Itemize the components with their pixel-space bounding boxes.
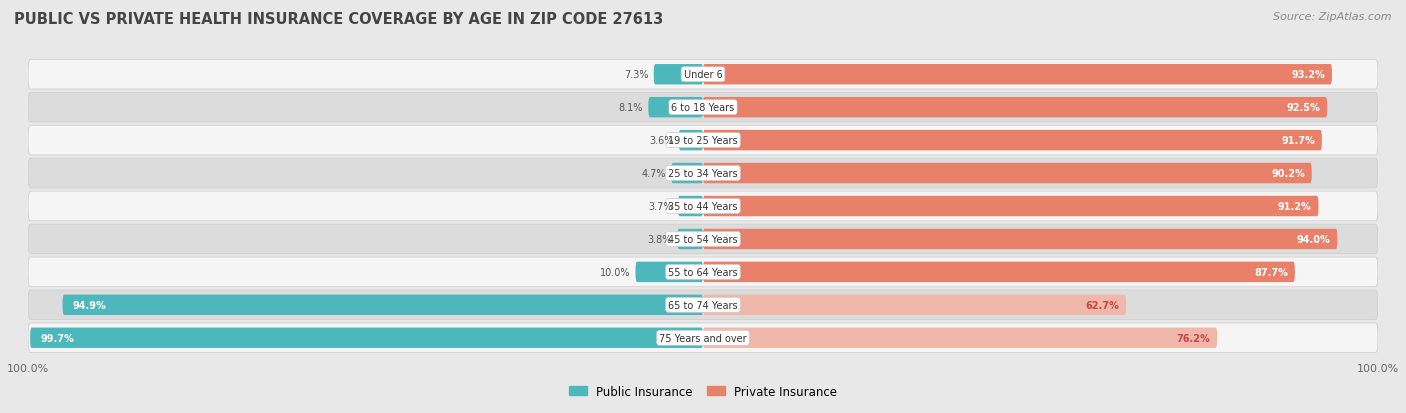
FancyBboxPatch shape [28,60,1378,90]
FancyBboxPatch shape [678,196,703,217]
Text: 35 to 44 Years: 35 to 44 Years [668,202,738,211]
Text: 94.9%: 94.9% [73,300,107,310]
FancyBboxPatch shape [703,295,1126,315]
Text: 10.0%: 10.0% [599,267,630,277]
Text: 19 to 25 Years: 19 to 25 Years [668,136,738,146]
Text: 3.7%: 3.7% [648,202,672,211]
Text: 55 to 64 Years: 55 to 64 Years [668,267,738,277]
Text: 7.3%: 7.3% [624,70,648,80]
FancyBboxPatch shape [28,323,1378,353]
FancyBboxPatch shape [30,328,703,348]
FancyBboxPatch shape [678,229,703,249]
Text: 6 to 18 Years: 6 to 18 Years [672,103,734,113]
FancyBboxPatch shape [703,229,1337,249]
FancyBboxPatch shape [671,164,703,184]
FancyBboxPatch shape [636,262,703,282]
Text: 76.2%: 76.2% [1177,333,1211,343]
Legend: Public Insurance, Private Insurance: Public Insurance, Private Insurance [564,380,842,402]
FancyBboxPatch shape [28,225,1378,254]
FancyBboxPatch shape [679,131,703,151]
FancyBboxPatch shape [28,126,1378,156]
Text: 65 to 74 Years: 65 to 74 Years [668,300,738,310]
Text: Source: ZipAtlas.com: Source: ZipAtlas.com [1274,12,1392,22]
Text: 90.2%: 90.2% [1271,169,1305,179]
Text: 92.5%: 92.5% [1286,103,1320,113]
FancyBboxPatch shape [703,196,1319,217]
Text: 91.7%: 91.7% [1281,136,1315,146]
FancyBboxPatch shape [703,131,1322,151]
Text: Under 6: Under 6 [683,70,723,80]
FancyBboxPatch shape [28,290,1378,320]
Text: 75 Years and over: 75 Years and over [659,333,747,343]
Text: 99.7%: 99.7% [41,333,75,343]
Text: 94.0%: 94.0% [1296,234,1330,244]
FancyBboxPatch shape [703,328,1218,348]
Text: 45 to 54 Years: 45 to 54 Years [668,234,738,244]
FancyBboxPatch shape [648,98,703,118]
FancyBboxPatch shape [62,295,703,315]
FancyBboxPatch shape [28,93,1378,123]
Text: 25 to 34 Years: 25 to 34 Years [668,169,738,179]
Text: PUBLIC VS PRIVATE HEALTH INSURANCE COVERAGE BY AGE IN ZIP CODE 27613: PUBLIC VS PRIVATE HEALTH INSURANCE COVER… [14,12,664,27]
FancyBboxPatch shape [28,159,1378,188]
FancyBboxPatch shape [703,98,1327,118]
FancyBboxPatch shape [703,65,1331,85]
Text: 91.2%: 91.2% [1278,202,1312,211]
Text: 62.7%: 62.7% [1085,300,1119,310]
Text: 4.7%: 4.7% [641,169,666,179]
Text: 3.6%: 3.6% [650,136,673,146]
FancyBboxPatch shape [703,164,1312,184]
FancyBboxPatch shape [28,257,1378,287]
FancyBboxPatch shape [703,262,1295,282]
Text: 3.8%: 3.8% [648,234,672,244]
Text: 87.7%: 87.7% [1254,267,1288,277]
Text: 8.1%: 8.1% [619,103,643,113]
FancyBboxPatch shape [28,192,1378,221]
FancyBboxPatch shape [654,65,703,85]
Text: 93.2%: 93.2% [1292,70,1326,80]
